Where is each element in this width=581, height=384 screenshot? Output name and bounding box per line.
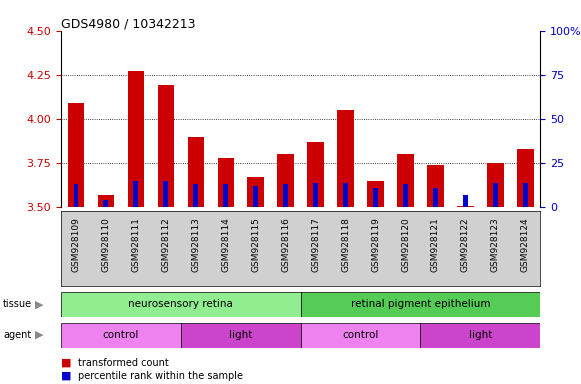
Text: GSM928111: GSM928111 [131, 217, 141, 272]
Bar [278, 154, 294, 207]
Bar [403, 184, 408, 207]
Text: GSM928121: GSM928121 [431, 217, 440, 272]
Bar [98, 195, 114, 207]
Bar [397, 154, 414, 207]
Bar [223, 184, 228, 207]
Bar [373, 188, 378, 207]
Text: GDS4980 / 10342213: GDS4980 / 10342213 [61, 17, 195, 30]
Bar [517, 149, 533, 207]
Bar [103, 200, 109, 207]
Bar [163, 181, 168, 207]
Bar [463, 195, 468, 207]
Bar [493, 183, 498, 207]
Bar [248, 177, 264, 207]
Text: control: control [342, 330, 379, 340]
Bar [134, 181, 138, 207]
Bar [301, 292, 540, 317]
Bar [367, 181, 384, 207]
Text: GSM928109: GSM928109 [71, 217, 81, 272]
Bar [523, 183, 528, 207]
Text: GSM928116: GSM928116 [281, 217, 290, 272]
Bar [338, 110, 354, 207]
Text: GSM928123: GSM928123 [491, 217, 500, 272]
Bar [457, 205, 474, 207]
Bar [74, 184, 78, 207]
Bar [433, 188, 438, 207]
Text: GSM928119: GSM928119 [371, 217, 380, 272]
Bar [487, 163, 504, 207]
Text: GSM928124: GSM928124 [521, 217, 530, 272]
Bar [188, 137, 204, 207]
Text: transformed count: transformed count [78, 358, 169, 368]
Bar [307, 142, 324, 207]
Text: GSM928110: GSM928110 [102, 217, 110, 272]
Text: GSM928114: GSM928114 [221, 217, 230, 272]
Bar [343, 183, 348, 207]
Text: agent: agent [3, 330, 31, 340]
Bar [61, 323, 181, 348]
Text: GSM928113: GSM928113 [191, 217, 200, 272]
Text: GSM928112: GSM928112 [162, 217, 170, 272]
Text: GSM928120: GSM928120 [401, 217, 410, 272]
Bar [313, 183, 318, 207]
Bar [128, 71, 144, 207]
Text: light: light [469, 330, 492, 340]
Bar [421, 323, 540, 348]
Text: GSM928118: GSM928118 [341, 217, 350, 272]
Bar [61, 292, 301, 317]
Text: GSM928122: GSM928122 [461, 217, 470, 272]
Bar [181, 323, 301, 348]
Text: light: light [229, 330, 252, 340]
Bar [157, 86, 174, 207]
Bar [193, 184, 198, 207]
Text: tissue: tissue [3, 299, 32, 310]
Text: control: control [103, 330, 139, 340]
Text: GSM928117: GSM928117 [311, 217, 320, 272]
Bar [283, 184, 288, 207]
Bar [68, 103, 84, 207]
Text: neurosensory retina: neurosensory retina [128, 299, 234, 310]
Bar [217, 158, 234, 207]
Bar [427, 165, 444, 207]
Text: retinal pigment epithelium: retinal pigment epithelium [351, 299, 490, 310]
Text: ▶: ▶ [35, 299, 44, 310]
Text: ▶: ▶ [35, 330, 44, 340]
Text: GSM928115: GSM928115 [251, 217, 260, 272]
Bar [301, 323, 421, 348]
Text: ■: ■ [61, 358, 71, 368]
Text: ■: ■ [61, 371, 71, 381]
Text: percentile rank within the sample: percentile rank within the sample [78, 371, 243, 381]
Bar [253, 186, 258, 207]
